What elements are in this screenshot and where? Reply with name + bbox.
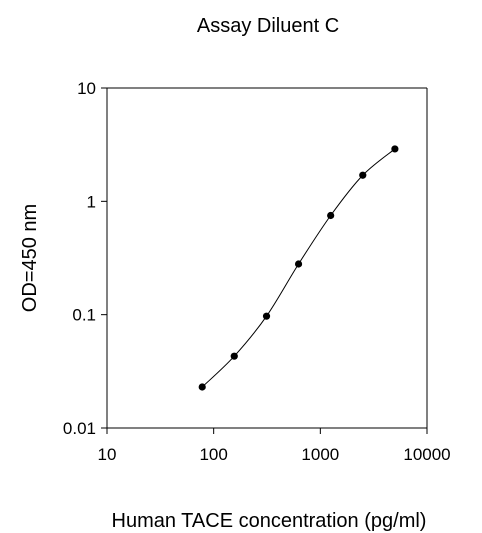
y-axis-label: OD=450 nm	[19, 204, 41, 312]
data-point	[327, 211, 335, 220]
y-tick-label: 10	[77, 79, 96, 98]
y-tick-label: 0.1	[72, 306, 96, 325]
data-point	[262, 312, 271, 320]
x-tick-label: 1000	[301, 445, 339, 464]
x-axis-label: Human TACE concentration (pg/ml)	[112, 510, 427, 532]
plot-area: 10 100 1000 10000 0.01 0.1 1 10	[63, 79, 451, 464]
data-point	[391, 145, 399, 153]
y-tick-label: 1	[87, 192, 96, 211]
y-tick-label: 0.01	[63, 419, 96, 438]
data-point	[230, 352, 238, 360]
x-tick-label: 10	[98, 445, 117, 464]
series-line	[201, 148, 396, 388]
chart-title: Assay Diluent C	[197, 15, 339, 37]
data-point	[198, 383, 206, 391]
x-tick-label: 100	[199, 445, 227, 464]
x-tick-label: 10000	[403, 445, 450, 464]
data-point	[294, 260, 303, 268]
data-point	[359, 171, 367, 179]
